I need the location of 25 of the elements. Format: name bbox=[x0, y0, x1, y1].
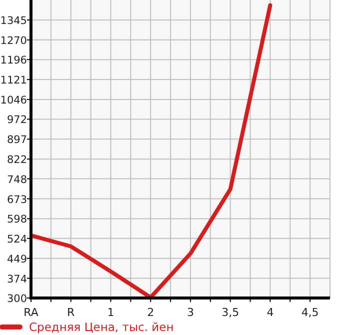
x-tick-label: 3 bbox=[186, 306, 194, 319]
line-series bbox=[31, 3, 272, 298]
y-tick-label: 374 bbox=[6, 273, 28, 286]
x-tick-label: R bbox=[67, 306, 76, 319]
x-tick-label: RA bbox=[24, 306, 39, 319]
y-tick-label: 822 bbox=[6, 154, 27, 166]
y-tick-label: 1046 bbox=[0, 94, 28, 107]
y-tick-label: 673 bbox=[6, 194, 27, 206]
x-tick-label: 4 bbox=[266, 306, 274, 319]
y-tick-label: 449 bbox=[6, 253, 27, 266]
y-tick-label: 598 bbox=[6, 214, 27, 226]
y-tick-label: 897 bbox=[6, 134, 27, 146]
y-tick-label: 972 bbox=[6, 114, 27, 126]
y-tick-label: 300 bbox=[6, 293, 27, 305]
x-tick-label: 2 bbox=[147, 306, 154, 319]
x-tick-label: 4,5 bbox=[301, 306, 319, 319]
y-tick-label: 1121 bbox=[0, 74, 27, 87]
y-tick-label: 1345 bbox=[0, 14, 27, 27]
legend-label: Средняя Цена, тыс. йен bbox=[29, 320, 174, 334]
y-tick-label: 524 bbox=[6, 233, 28, 246]
x-tick-label: 1 bbox=[107, 306, 114, 319]
y-tick-label: 1196 bbox=[0, 54, 28, 67]
x-tick-label: 3,5 bbox=[222, 306, 240, 319]
y-tick-label: 1270 bbox=[0, 34, 27, 47]
y-tick-label: 748 bbox=[6, 174, 27, 186]
